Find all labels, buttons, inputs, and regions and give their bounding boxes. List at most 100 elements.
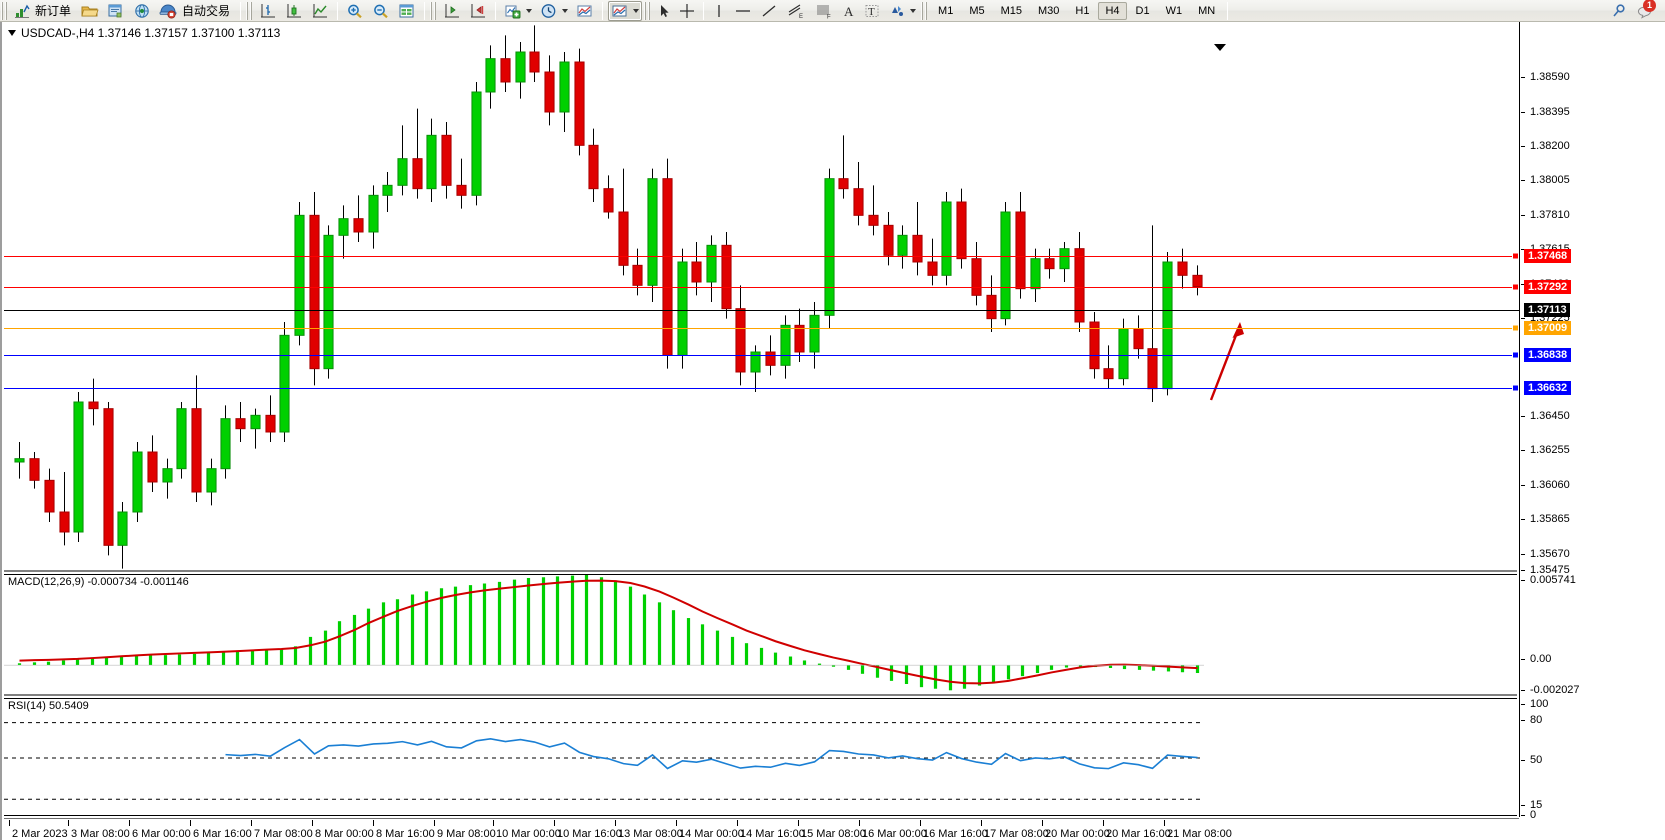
price-tag-current-price[interactable]: 1.37113 xyxy=(1524,303,1571,317)
price-tag-resistance-2[interactable]: 1.37292 xyxy=(1524,280,1572,294)
timeframe-h4[interactable]: H4 xyxy=(1098,1,1127,20)
macd-pane[interactable]: MACD(12,26,9) -0.000734 -0.001146 xyxy=(4,574,1517,696)
svg-text:F: F xyxy=(827,14,831,19)
level-line-current-price xyxy=(4,310,1519,311)
chart-area[interactable]: USDCAD-,H4 1.37146 1.37157 1.37100 1.371… xyxy=(0,22,1665,840)
horizontal-line-button[interactable] xyxy=(731,1,755,21)
price-tick: 1.35670 xyxy=(1521,548,1570,560)
level-handle-resistance-1[interactable] xyxy=(1512,252,1519,260)
level-handle-resistance-2[interactable] xyxy=(1512,283,1519,291)
arrows-button[interactable] xyxy=(885,1,919,21)
price-tag-support-1[interactable]: 1.36838 xyxy=(1524,348,1572,362)
time-tick xyxy=(1042,820,1043,826)
price-axis[interactable]: 1.385901.383951.382001.380051.378101.376… xyxy=(1521,22,1665,821)
clock-icon xyxy=(541,3,556,18)
line-chart-button[interactable] xyxy=(308,1,332,21)
timeframe-w1[interactable]: W1 xyxy=(1165,4,1183,17)
price-tick: 1.35865 xyxy=(1521,513,1570,525)
folder-button[interactable] xyxy=(78,1,102,21)
time-label: 6 Mar 00:00 xyxy=(132,828,191,840)
svg-text:T: T xyxy=(868,6,875,18)
time-tick xyxy=(798,820,799,826)
level-line-resistance-2[interactable] xyxy=(4,287,1519,288)
indicator-dropdown-caret[interactable] xyxy=(526,8,533,13)
timeframe-m30[interactable]: M30 xyxy=(1038,4,1060,17)
time-tick xyxy=(554,820,555,826)
rsi-tick: 80 xyxy=(1521,714,1542,726)
level-handle-pivot[interactable] xyxy=(1512,324,1519,332)
level-handle-support-1[interactable] xyxy=(1512,351,1519,359)
search-button[interactable] xyxy=(1607,1,1631,21)
time-tick xyxy=(68,820,69,826)
cursor-button[interactable] xyxy=(654,1,674,21)
auto-scroll-button[interactable] xyxy=(466,1,490,21)
vertical-line-icon xyxy=(718,4,720,17)
period-dropdown-caret[interactable] xyxy=(562,8,569,13)
candlestick-chart-button[interactable] xyxy=(282,1,306,21)
crosshair-button[interactable] xyxy=(676,1,698,21)
toolbar-separator-7 xyxy=(1227,1,1229,20)
text-button[interactable]: A xyxy=(839,1,859,21)
fibonacci-icon: F xyxy=(817,5,831,19)
chart-shift-icon xyxy=(445,3,460,17)
macd-series xyxy=(4,575,1204,691)
text-label-button[interactable]: T xyxy=(861,1,883,21)
autotrading-button[interactable]: 自动交易 xyxy=(156,1,235,21)
rsi-tick: 15 xyxy=(1521,799,1542,811)
toolbar-grip-2[interactable] xyxy=(246,1,254,20)
time-tick xyxy=(920,820,921,826)
level-line-support-2[interactable] xyxy=(4,388,1519,389)
channel-button[interactable]: E xyxy=(783,1,809,21)
level-handle-support-2[interactable] xyxy=(1512,384,1519,392)
signals-button[interactable] xyxy=(130,1,154,21)
toolbar-grip-4[interactable] xyxy=(644,1,652,20)
price-pane[interactable]: USDCAD-,H4 1.37146 1.37157 1.37100 1.371… xyxy=(4,22,1519,572)
price-tag-support-2[interactable]: 1.36632 xyxy=(1524,381,1572,395)
price-tag-resistance-1[interactable]: 1.37468 xyxy=(1524,249,1572,263)
toolbar-separator-1 xyxy=(240,1,242,20)
time-axis[interactable]: 2 Mar 2023 3 Mar 08:00 6 Mar 00:00 6 Mar 16… xyxy=(4,818,1519,840)
chart-navigation-marker[interactable] xyxy=(1214,44,1226,51)
add-indicator-button[interactable] xyxy=(501,1,535,21)
toolbar-grip-3[interactable] xyxy=(430,1,438,20)
time-tick xyxy=(615,820,616,826)
chart-style-caret[interactable] xyxy=(633,8,640,13)
fibonacci-button[interactable]: F xyxy=(811,1,837,21)
templates-button[interactable] xyxy=(573,1,597,21)
toolbar-grip[interactable] xyxy=(1,1,8,20)
time-label: 10 Mar 16:00 xyxy=(557,828,622,840)
timeframe-h1[interactable]: H1 xyxy=(1075,4,1090,17)
autotrading-icon xyxy=(159,4,177,19)
rsi-tick: 100 xyxy=(1521,698,1548,710)
period-button[interactable] xyxy=(537,1,571,21)
arrows-shapes-icon xyxy=(892,5,904,16)
new-order-button[interactable]: 新订单 xyxy=(11,1,76,21)
bar-chart-button[interactable] xyxy=(256,1,280,21)
vertical-line-button[interactable] xyxy=(709,1,729,21)
timeframe-m5[interactable]: M5 xyxy=(969,4,985,17)
level-line-resistance-1[interactable] xyxy=(4,256,1519,257)
toolbar-grip-5[interactable] xyxy=(921,1,929,20)
terminal-button[interactable] xyxy=(104,1,128,21)
shift-chart-button[interactable] xyxy=(440,1,464,21)
level-line-support-1[interactable] xyxy=(4,355,1519,356)
timeframe-m15[interactable]: M15 xyxy=(1000,4,1022,17)
zoom-out-button[interactable] xyxy=(369,1,393,21)
notifications-button[interactable]: 1 xyxy=(1633,0,1659,21)
zoom-in-button[interactable] xyxy=(343,1,367,21)
price-tag-pivot-level[interactable]: 1.37009 xyxy=(1524,321,1572,335)
time-label: 20 Mar 00:00 xyxy=(1045,828,1110,840)
level-line-pivot[interactable] xyxy=(4,328,1519,329)
timeframe-mn[interactable]: MN xyxy=(1198,4,1216,17)
tile-windows-button[interactable] xyxy=(395,1,419,21)
time-tick xyxy=(312,820,313,826)
time-label: 9 Mar 08:00 xyxy=(437,828,496,840)
timeframe-m1[interactable]: M1 xyxy=(938,4,954,17)
timeframe-d1[interactable]: D1 xyxy=(1135,4,1150,17)
rsi-pane[interactable]: RSI(14) 50.5409 xyxy=(4,698,1517,816)
symbol-dropdown-icon[interactable] xyxy=(8,30,16,36)
macd-tick: 0.00 xyxy=(1521,653,1551,665)
trendline-button[interactable] xyxy=(757,1,781,21)
chart-style-button[interactable] xyxy=(608,0,643,21)
arrows-dropdown-caret[interactable] xyxy=(910,8,917,13)
